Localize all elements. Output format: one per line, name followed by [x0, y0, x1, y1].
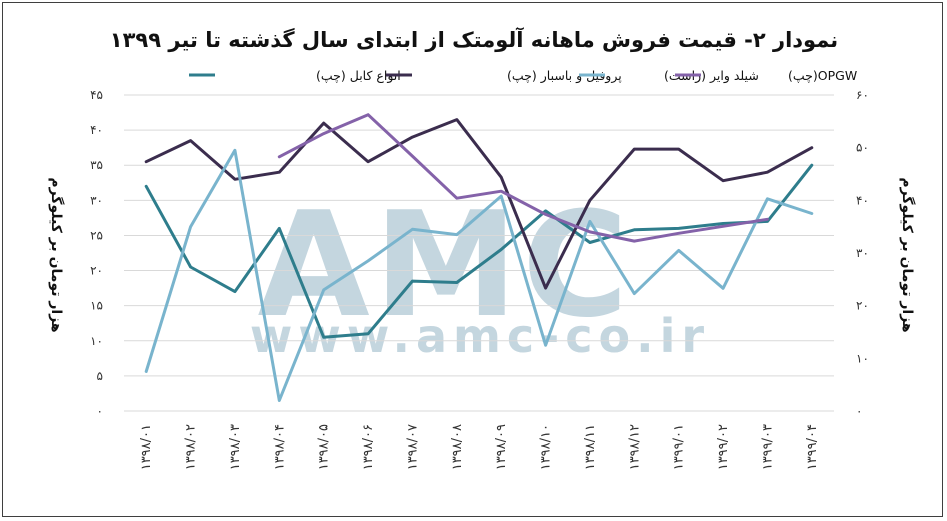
grid-lines	[124, 94, 834, 412]
left-tick-label: ۴۰	[90, 123, 103, 137]
left-tick-label: ۳۵	[90, 158, 103, 172]
x-tick-label: ۱۳۹۸/۰۱	[139, 424, 154, 470]
left-tick-label: ۳۰	[90, 193, 103, 207]
left-axis-title: هزار تومان بر کیلوگرم	[48, 177, 65, 332]
x-tick-label: ۱۳۹۸/۰۳	[228, 424, 243, 470]
left-tick-label: ۲۰	[90, 264, 103, 278]
x-tick-label: ۱۳۹۸/۰۷	[405, 424, 420, 470]
x-tick-label: ۱۳۹۸/۱۰	[539, 424, 554, 470]
x-tick-label: ۱۳۹۸/۰۹	[494, 424, 509, 470]
right-tick-label: ۳۰	[856, 246, 869, 260]
right-tick-label: ۵۰	[856, 141, 869, 155]
left-tick-label: ۵	[97, 369, 103, 383]
right-tick-label: ۱۰	[856, 351, 869, 365]
legend-label: انواع کابل (چپ)	[316, 68, 401, 84]
left-tick-label: ۴۵	[90, 88, 103, 102]
series-line-3	[277, 113, 769, 243]
x-tick-label: ۱۳۹۸/۱۱	[583, 424, 598, 470]
x-tick-label: ۱۳۹۸/۰۲	[184, 424, 199, 470]
series-line-1	[144, 118, 814, 290]
series-lines	[144, 113, 814, 402]
left-tick-label: ۱۵	[90, 299, 103, 313]
watermark: AMC www.amc-co.ir	[250, 181, 710, 363]
right-tick-label: ۴۰	[856, 193, 869, 207]
x-tick-label: ۱۳۹۸/۰۵	[317, 424, 332, 470]
left-tick-label: ۰	[97, 404, 103, 418]
x-tick-label: ۱۳۹۸/۰۴	[272, 424, 287, 470]
right-tick-label: ۶۰	[856, 88, 869, 102]
x-tick-label: ۱۳۹۸/۱۲	[627, 424, 642, 470]
right-tick-label: ۰	[856, 404, 862, 418]
x-tick-label: ۱۳۹۹/۰۴	[805, 424, 820, 470]
x-tick-label: ۱۳۹۹/۰۱	[672, 424, 687, 470]
x-tick-label: ۱۳۹۸/۰۶	[361, 424, 376, 470]
right-tick-label: ۲۰	[856, 299, 869, 313]
left-tick-label: ۱۰	[90, 334, 103, 348]
x-tick-label: ۱۳۹۸/۰۸	[450, 424, 465, 470]
watermark-logo: AMC	[258, 181, 633, 350]
x-tick-label: ۱۳۹۹/۰۳	[760, 424, 775, 470]
x-tick-label: ۱۳۹۹/۰۲	[716, 424, 731, 470]
chart-legend: انواع کابل (چپ) پروفیل و باسبار (چپ) شیلد …	[189, 68, 857, 84]
x-axis-ticks: ۱۳۹۸/۰۱ ۱۳۹۸/۰۲ ۱۳۹۸/۰۳ ۱۳۹۸/۰۴ ۱۳۹۸/۰۵ ۱۳۹۸/…	[139, 424, 820, 470]
right-axis-ticks: ۰ ۱۰ ۲۰ ۳۰ ۴۰ ۵۰ ۶۰	[856, 88, 869, 418]
watermark-url: www.amc-co.ir	[250, 309, 710, 363]
series-line-2	[144, 148, 814, 402]
left-axis-ticks: ۰ ۵ ۱۰ ۱۵ ۲۰ ۲۵ ۳۰ ۳۵ ۴۰ ۴۵	[90, 88, 103, 418]
series-line-0	[144, 163, 814, 339]
legend-label: پروفیل و باسبار (چپ)	[507, 68, 622, 84]
right-axis-title: هزار تومان بر کیلوگرم	[899, 177, 916, 332]
legend-label: شیلد وایر (راست)	[664, 68, 759, 84]
chart-title: نمودار ۲- قیمت فروش ماهانه آلومتک از ابت…	[110, 27, 838, 52]
left-tick-label: ۲۵	[90, 228, 103, 242]
legend-label: OPGW(چپ)	[788, 68, 857, 83]
